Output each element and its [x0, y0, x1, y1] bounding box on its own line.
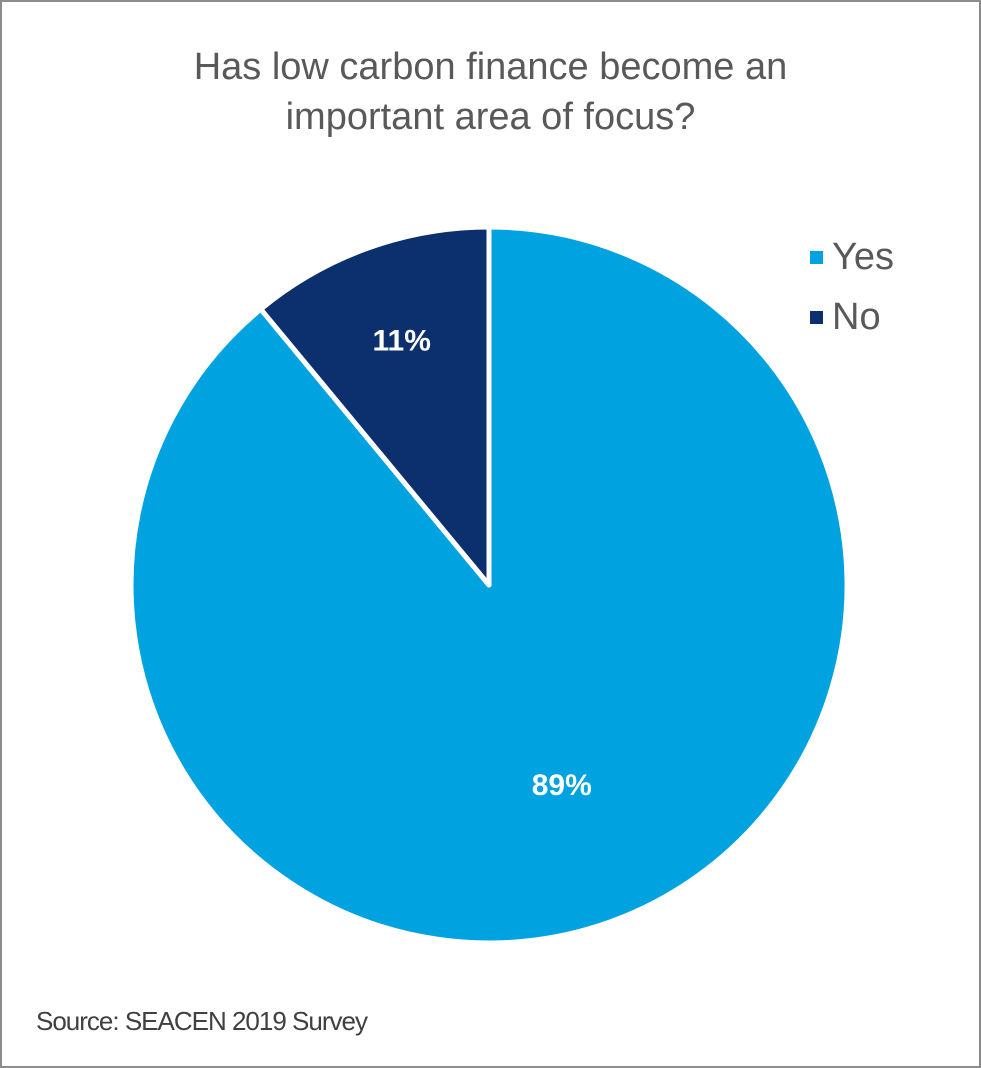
data-label-yes: 89% [532, 769, 592, 802]
legend-swatch-no [810, 310, 823, 324]
legend-label-no: No [832, 295, 881, 338]
legend: Yes No [810, 227, 894, 347]
legend-label-yes: Yes [832, 235, 894, 278]
chart-title: Has low carbon finance become an importa… [193, 46, 788, 138]
pie-slice-no [258, 224, 492, 588]
data-label-no: 11% [372, 324, 430, 357]
legend-swatch-yes [810, 250, 823, 264]
legend-item-no: No [810, 287, 894, 347]
legend-item-yes: Yes [810, 227, 894, 287]
source-note: Source: SEACEN 2019 Survey [36, 1006, 368, 1036]
